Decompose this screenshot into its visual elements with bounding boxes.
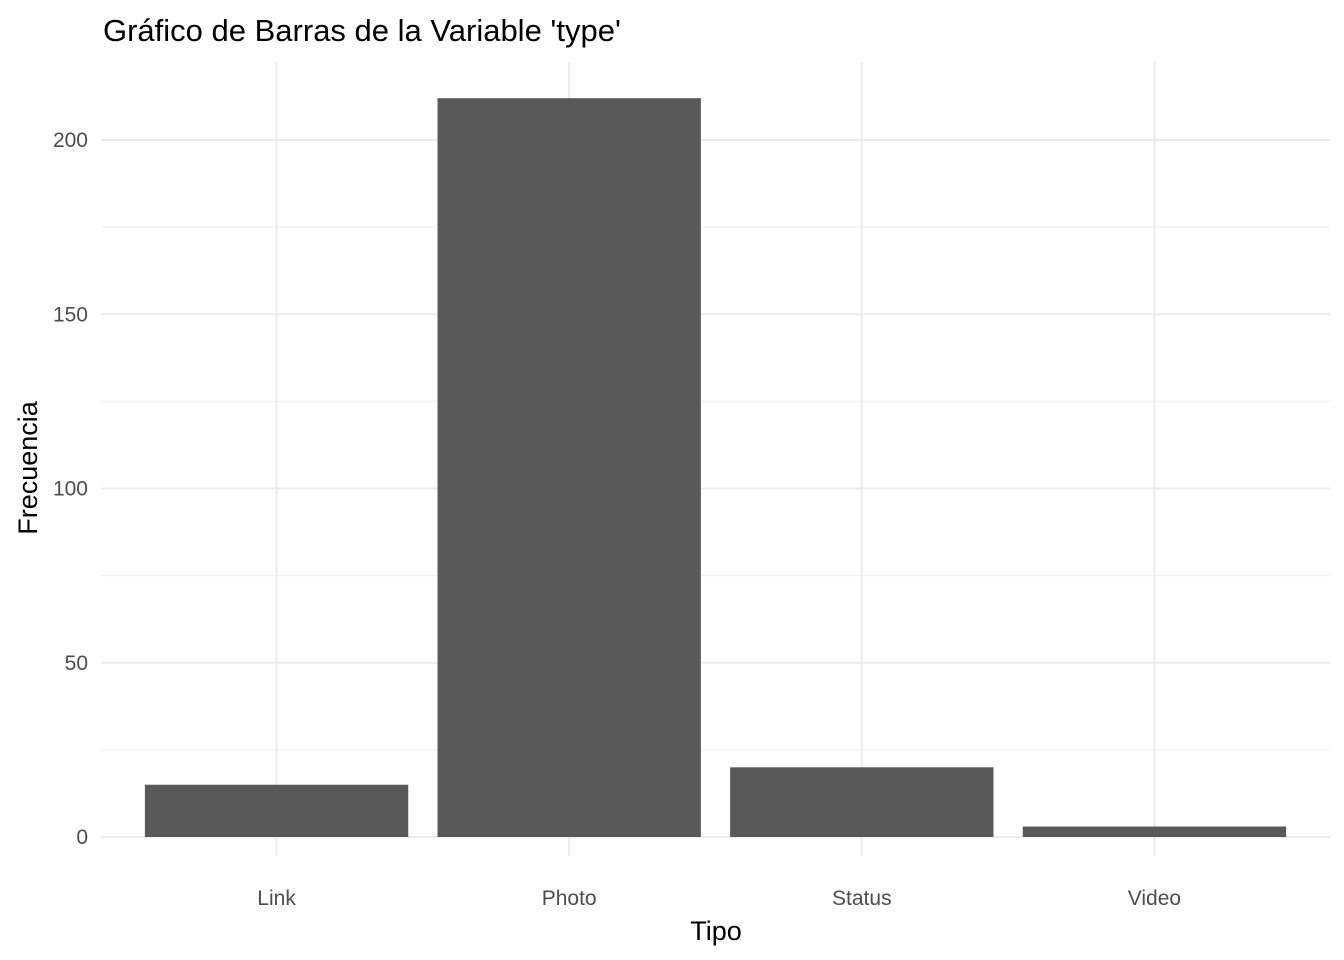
bar-photo <box>437 98 701 838</box>
x-tick-labels: Link Photo Status Video <box>257 887 1181 910</box>
grid-lines <box>101 62 1330 856</box>
x-tick-label: Photo <box>542 887 597 910</box>
y-tick-label: 0 <box>76 826 88 849</box>
x-tick-label: Status <box>832 887 892 910</box>
x-axis-title: Tipo <box>690 916 742 946</box>
x-tick-label: Video <box>1128 887 1181 910</box>
y-tick-label: 50 <box>65 652 88 675</box>
y-tick-label: 100 <box>53 478 88 501</box>
bar-link <box>144 784 409 837</box>
bars <box>144 98 1287 838</box>
y-tick-label: 150 <box>53 303 88 326</box>
x-tick-label: Link <box>257 887 296 910</box>
y-tick-labels: 0 50 100 150 200 <box>53 129 88 849</box>
chart-title: Gráfico de Barras de la Variable 'type' <box>103 13 621 48</box>
bar-status <box>730 767 994 837</box>
y-axis-title: Frecuencia <box>13 400 43 535</box>
bar-video <box>1022 826 1287 837</box>
y-tick-label: 200 <box>53 129 88 152</box>
